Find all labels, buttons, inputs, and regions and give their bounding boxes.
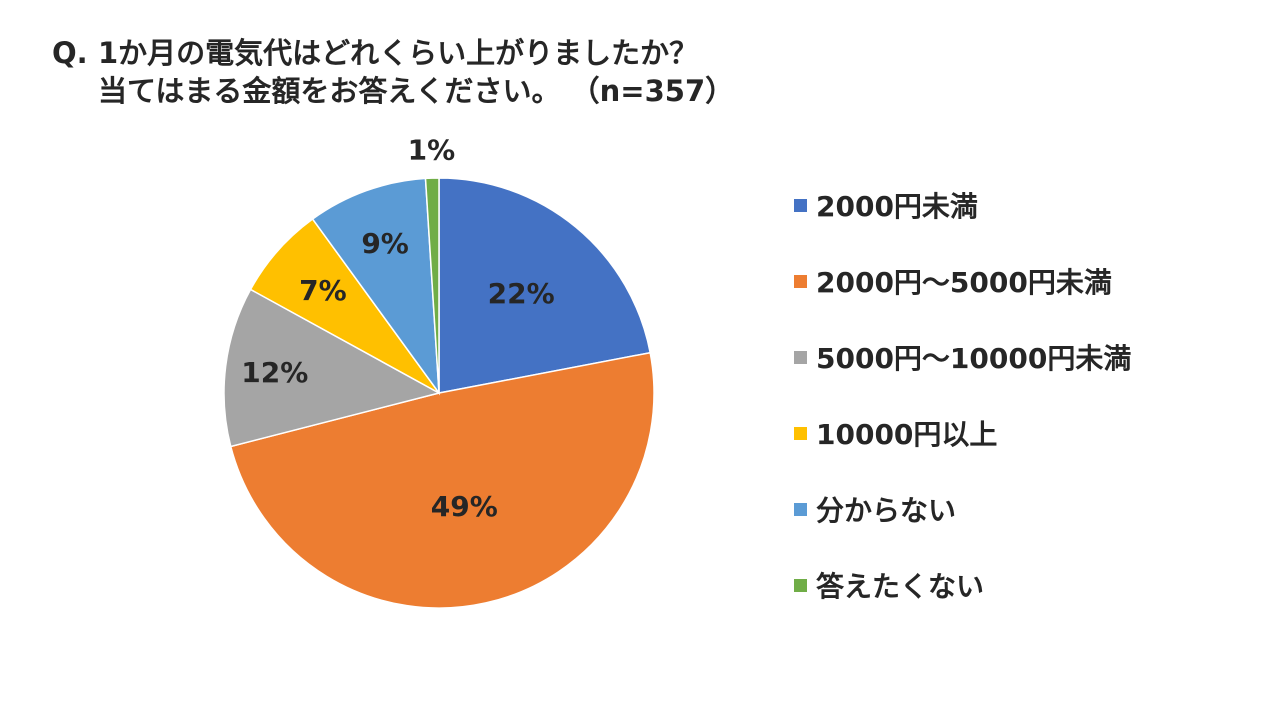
legend-label: 5000円～10000円未満	[816, 342, 1132, 375]
pie-slice	[311, 177, 440, 396]
legend-item: 5000円～10000円未満	[794, 338, 1131, 376]
legend-swatch	[794, 502, 807, 516]
question-marker: Q.	[52, 36, 88, 70]
legend-label: 2000円～5000円未満	[816, 266, 1112, 299]
legend-label: 分からない	[816, 494, 957, 527]
slice-percent-label: 7%	[299, 274, 347, 307]
legend-swatch	[794, 350, 807, 364]
legend-item: 答えたくない	[794, 566, 1131, 604]
legend-swatch	[794, 274, 807, 288]
slice-percent-label: 49%	[431, 490, 498, 523]
slice-percent-label: 12%	[241, 356, 308, 389]
question-line-2: 当てはまる金額をお答えください。 （n=357）	[98, 74, 735, 108]
legend-label: 10000円以上	[816, 418, 998, 451]
legend-swatch	[794, 578, 807, 592]
slice-percent-label: 22%	[488, 277, 555, 310]
slice-percent-label: 9%	[361, 227, 409, 260]
legend-label: 答えたくない	[816, 570, 985, 603]
legend-swatch	[794, 198, 807, 212]
question-text: 1か月の電気代はどれくらい上がりましたか？	[98, 36, 699, 70]
chart-title: Q. 1か月の電気代はどれくらい上がりましたか？ 当てはまる金額をお答えください…	[52, 34, 734, 110]
pie-slice	[424, 177, 440, 394]
legend-item: 2000円～5000円未満	[794, 262, 1131, 300]
question-line-1: Q. 1か月の電気代はどれくらい上がりましたか？	[52, 34, 734, 72]
pie-slice	[223, 288, 442, 448]
legend-item: 分からない	[794, 490, 1131, 528]
legend-label: 2000円未満	[816, 190, 978, 223]
pie-slice	[229, 351, 655, 609]
legend: 2000円未満 2000円～5000円未満 5000円～10000円未満 10000円…	[794, 186, 1131, 642]
legend-item: 2000円未満	[794, 186, 1131, 224]
slice-percent-label: 1%	[408, 134, 456, 167]
pie-slice	[438, 177, 652, 394]
legend-item: 10000円以上	[794, 414, 1131, 452]
legend-swatch	[794, 426, 807, 440]
